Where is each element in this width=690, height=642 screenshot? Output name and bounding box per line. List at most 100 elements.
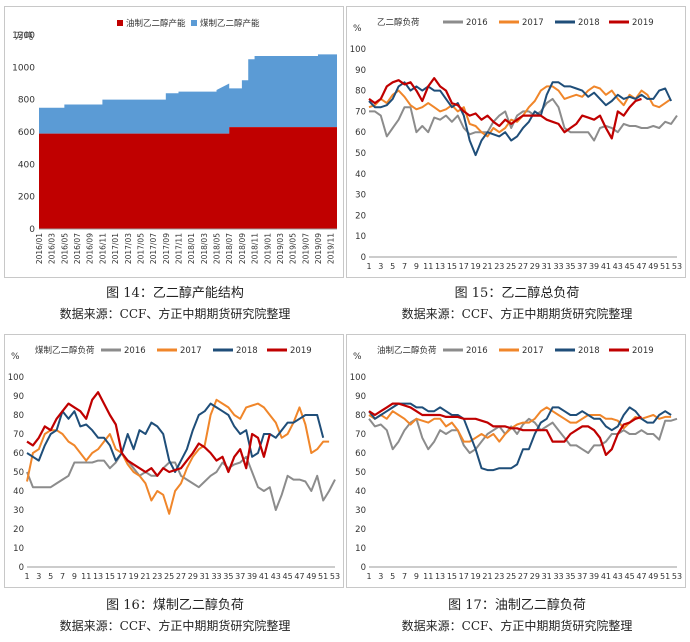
x-tick-label: 5	[390, 572, 395, 581]
x-tick-label: 2016/07	[73, 233, 82, 264]
x-tick-label: 2016/05	[60, 233, 69, 264]
x-tick-label: 2018/11	[251, 233, 260, 264]
x-tick-label: 7	[402, 572, 407, 581]
x-tick-label: 19	[471, 262, 481, 271]
x-tick-label: 2018/03	[200, 233, 209, 264]
x-tick-label: 7	[60, 572, 65, 581]
x-tick-label: 17	[459, 262, 469, 271]
x-tick-label: 2017/11	[174, 233, 183, 264]
source-fig16: 数据来源：CCF、方正中期期货研究院整理	[59, 619, 291, 633]
x-tick-label: 25	[506, 572, 516, 581]
y-tick-label: 70	[355, 430, 366, 440]
x-tick-label: 15	[105, 572, 115, 581]
coal-capacity-area	[39, 54, 337, 134]
y-tick-label: 80	[355, 87, 366, 97]
x-tick-label: 5	[390, 262, 395, 271]
y-tick-label: 10	[13, 544, 24, 554]
series-line-2018	[26, 402, 325, 473]
x-tick-label: 43	[271, 572, 281, 581]
legend-label: 油制乙二醇产能	[126, 18, 186, 29]
x-tick-label: 45	[625, 572, 635, 581]
x-tick-label: 17	[117, 572, 127, 581]
legend-label-2018: 2018	[578, 346, 600, 356]
legend-label-2018: 2018	[578, 18, 600, 28]
y-tick-label: 10	[355, 544, 366, 554]
y-tick-label: 0	[19, 563, 24, 573]
x-tick-label: 53	[672, 572, 682, 581]
x-tick-label: 2018/01	[187, 233, 196, 264]
series-line-2019	[368, 77, 642, 140]
y-tick-label: 1000	[12, 63, 35, 73]
legend-label-2016: 2016	[466, 346, 488, 356]
x-tick-label: 1	[24, 572, 29, 581]
series-line-2016	[368, 417, 678, 454]
x-tick-label: 23	[152, 572, 162, 581]
x-tick-label: 45	[625, 262, 635, 271]
y-tick-label: 1200	[12, 31, 35, 41]
source-fig14: 数据来源：CCF、方正中期期货研究院整理	[59, 307, 291, 321]
x-tick-label: 11	[423, 262, 433, 271]
chart-panel-coal-load: % 0 10 20 30 40 50 60 70 80 90 100 1 3 5 7 9 11 13 15 17 19 21…	[4, 334, 344, 588]
y-tick-label: 60	[355, 128, 366, 138]
series-line-2017	[368, 406, 672, 443]
x-tick-label: 23	[494, 572, 504, 581]
x-tick-label: 43	[613, 262, 623, 271]
legend-label-2019: 2019	[290, 346, 312, 356]
caption-fig15: 图 15：乙二醇总负荷	[454, 286, 580, 301]
y-tick-label: 60	[13, 449, 24, 459]
x-tick-label: 2018/05	[213, 233, 222, 264]
x-tick-label: 41	[601, 262, 611, 271]
y-tick-label: 30	[13, 506, 24, 516]
x-tick-label: 23	[494, 262, 504, 271]
x-tick-label: 41	[259, 572, 269, 581]
x-tick-label: 7	[402, 262, 407, 271]
x-tick-label: 2019/03	[276, 233, 285, 264]
y-tick-label: 90	[13, 392, 24, 402]
x-tick-label: 19	[471, 572, 481, 581]
source-fig15: 数据来源：CCF、方正中期期货研究院整理	[401, 307, 633, 321]
x-tick-label: 3	[378, 572, 383, 581]
y-tick-label: 100	[8, 373, 24, 383]
x-tick-label: 49	[648, 572, 658, 581]
caption-fig14: 图 14：乙二醇产能结构	[106, 286, 244, 301]
caption-fig16: 图 16：煤制乙二醇负荷	[106, 598, 244, 613]
x-tick-label: 37	[577, 262, 587, 271]
series-line-2016	[26, 452, 336, 511]
y-tick-label: 40	[355, 487, 366, 497]
legend-label: 煤制乙二醇产能	[200, 18, 260, 29]
x-tick-label: 13	[435, 572, 445, 581]
y-tick-label: 30	[355, 191, 366, 201]
y-tick-label: 100	[350, 45, 366, 55]
x-tick-label: 33	[553, 262, 563, 271]
x-tick-label: 49	[306, 572, 316, 581]
x-tick-label: 2019/07	[301, 233, 310, 264]
x-tick-label: 51	[318, 572, 328, 581]
y-tick-label: 10	[355, 232, 366, 242]
y-tick-label: 80	[355, 411, 366, 421]
y-tick-label: 50	[355, 468, 366, 478]
legend-title: 煤制乙二醇负荷	[35, 345, 95, 356]
source-fig17: 数据来源：CCF、方正中期期货研究院整理	[401, 619, 633, 633]
y-tick-label: 200	[18, 193, 35, 203]
x-tick-label: 21	[482, 572, 492, 581]
x-tick-label: 47	[294, 572, 304, 581]
y-axis-unit: %	[11, 352, 20, 362]
x-tick-label: 2017/01	[111, 233, 120, 264]
x-tick-label: 11	[423, 572, 433, 581]
y-tick-label: 40	[355, 170, 366, 180]
x-tick-label: 49	[648, 262, 658, 271]
x-tick-label: 29	[188, 572, 198, 581]
y-axis-unit: %	[353, 352, 362, 362]
x-tick-label: 25	[506, 262, 516, 271]
series-line-2018	[368, 81, 673, 157]
legend-label-2018: 2018	[236, 346, 258, 356]
x-tick-label: 2019/05	[289, 233, 298, 264]
x-tick-label: 2017/07	[149, 233, 158, 264]
x-tick-label: 31	[542, 572, 552, 581]
series-line-2019	[26, 391, 271, 477]
x-tick-label: 19	[129, 572, 139, 581]
legend-label-2017: 2017	[522, 18, 544, 28]
y-tick-label: 80	[13, 411, 24, 421]
